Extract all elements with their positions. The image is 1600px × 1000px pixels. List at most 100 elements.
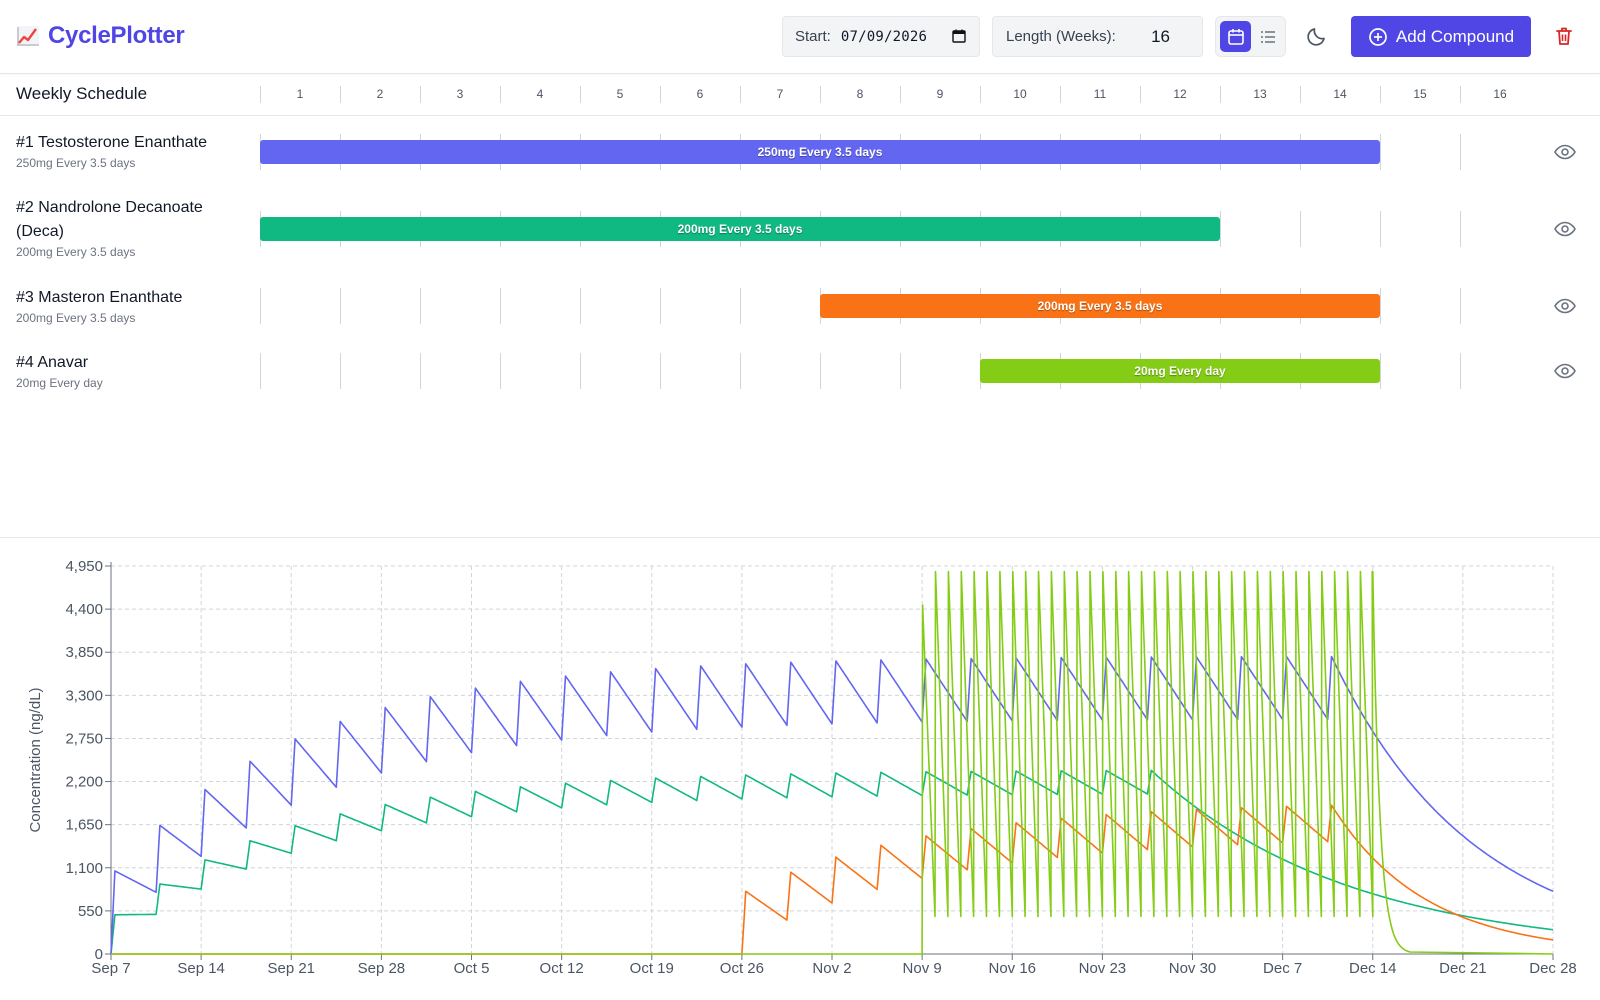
y-tick-label: 3,300 [65, 687, 103, 704]
week-divider [1220, 211, 1221, 247]
week-number: 2 [376, 87, 384, 101]
length-weeks-field[interactable]: Length (Weeks): 16 [992, 16, 1203, 57]
schedule-header: Weekly Schedule 1 2 3 4 5 6 7 8 9 10 11 12 13 14 15 16 [0, 74, 1600, 116]
compound-label[interactable]: #1 Testosterone Enanthate 250mg Every 3.5… [16, 131, 241, 170]
x-tick-label: Sep 21 [267, 960, 315, 977]
week-number: 4 [536, 87, 544, 101]
x-tick-label: Dec 21 [1439, 960, 1487, 977]
compound-schedule-bar[interactable]: 200mg Every 3.5 days [260, 217, 1220, 241]
compound-label[interactable]: #3 Masteron Enanthate 200mg Every 3.5 day… [16, 286, 241, 325]
y-tick-label: 0 [95, 946, 103, 963]
eye-icon[interactable] [1553, 140, 1577, 164]
week-divider [420, 288, 421, 324]
week-number: 14 [1333, 87, 1347, 101]
week-divider [820, 353, 821, 389]
week-number: 11 [1093, 87, 1107, 101]
plus-circle-icon [1369, 27, 1387, 46]
week-number: 1 [296, 87, 304, 101]
week-divider [660, 288, 661, 324]
week-divider [1460, 353, 1461, 389]
compound-schedule-bar[interactable]: 20mg Every day [980, 359, 1380, 383]
x-tick-label: Oct 5 [454, 960, 490, 977]
x-tick-label: Oct 26 [720, 960, 764, 977]
week-divider [740, 353, 741, 389]
top-bar: CyclePlotter Start: 07/09/2026 Length (W… [0, 0, 1600, 74]
start-date-input[interactable]: 07/09/2026 [840, 28, 928, 45]
week-divider [340, 288, 341, 324]
x-tick-label: Dec 7 [1263, 960, 1302, 977]
y-tick-label: 2,750 [65, 730, 103, 747]
week-divider [420, 353, 421, 389]
compound-dose: 200mg Every 3.5 days [16, 311, 136, 325]
x-tick-label: Sep 7 [91, 960, 130, 977]
compound-name: #1 Testosterone Enanthate [16, 134, 207, 151]
y-tick-label: 550 [78, 903, 103, 920]
view-toggle [1215, 16, 1286, 57]
compound-schedule-bar[interactable]: 250mg Every 3.5 days [260, 140, 1380, 164]
length-weeks-input[interactable]: 16 [1151, 26, 1170, 46]
week-divider [500, 86, 501, 103]
y-axis-label: Concentration (ng/dL) [27, 687, 44, 832]
week-divider [1380, 211, 1381, 247]
week-divider [900, 353, 901, 389]
week-number: 16 [1493, 87, 1507, 101]
week-divider [500, 353, 501, 389]
week-divider [580, 353, 581, 389]
app-title: CyclePlotter [48, 22, 185, 49]
chart-trend-icon [17, 26, 39, 46]
compound-name: #4 Anavar [16, 354, 89, 371]
eye-icon[interactable] [1553, 294, 1577, 318]
week-divider [500, 288, 501, 324]
app-logo[interactable]: CyclePlotter [16, 22, 185, 50]
week-number: 15 [1413, 87, 1427, 101]
list-view-button[interactable] [1252, 21, 1283, 52]
add-compound-label: Add Compound [1395, 26, 1515, 46]
week-divider [340, 353, 341, 389]
week-divider [740, 288, 741, 324]
compound-dose: 200mg Every 3.5 days [16, 245, 136, 259]
start-label: Start: [795, 28, 831, 45]
week-number: 9 [936, 87, 944, 101]
week-divider [980, 86, 981, 103]
series-line [111, 570, 1554, 955]
compound-label[interactable]: #2 Nandrolone Decanoate (Deca) 200mg Ever… [16, 196, 241, 259]
x-tick-label: Nov 16 [988, 960, 1036, 977]
y-tick-label: 3,850 [65, 644, 103, 661]
compound-label[interactable]: #4 Anavar 20mg Every day [16, 351, 241, 390]
week-divider [340, 86, 341, 103]
x-tick-label: Oct 19 [630, 960, 674, 977]
y-tick-label: 1,650 [65, 817, 103, 834]
trash-icon[interactable] [1553, 25, 1575, 47]
y-tick-label: 4,400 [65, 601, 103, 618]
schedule-title: Weekly Schedule [16, 84, 148, 103]
week-number: 5 [616, 87, 624, 101]
compound-schedule-bar[interactable]: 200mg Every 3.5 days [820, 294, 1380, 318]
eye-icon[interactable] [1553, 217, 1577, 241]
week-divider [580, 86, 581, 103]
week-divider [740, 86, 741, 103]
week-divider [1380, 86, 1381, 103]
dark-mode-moon-icon[interactable] [1306, 25, 1328, 47]
week-divider [1380, 134, 1381, 170]
week-number: 8 [856, 87, 864, 101]
add-compound-button[interactable]: Add Compound [1351, 16, 1531, 57]
y-tick-label: 4,950 [65, 558, 103, 575]
y-tick-label: 2,200 [65, 774, 103, 791]
x-tick-label: Dec 14 [1349, 960, 1397, 977]
week-divider [1460, 86, 1461, 103]
week-divider [1300, 211, 1301, 247]
week-divider [1060, 86, 1061, 103]
eye-icon[interactable] [1553, 359, 1577, 383]
calendar-view-button[interactable] [1220, 21, 1251, 52]
week-number: 6 [696, 87, 704, 101]
week-divider [1380, 288, 1381, 324]
start-date-field[interactable]: Start: 07/09/2026 [782, 16, 980, 57]
calendar-picker-icon[interactable] [952, 29, 966, 43]
week-divider [260, 86, 261, 103]
x-tick-label: Sep 28 [358, 960, 406, 977]
x-tick-label: Nov 9 [903, 960, 942, 977]
week-divider [260, 288, 261, 324]
week-divider [1460, 288, 1461, 324]
week-divider [1460, 211, 1461, 247]
week-divider [1300, 86, 1301, 103]
